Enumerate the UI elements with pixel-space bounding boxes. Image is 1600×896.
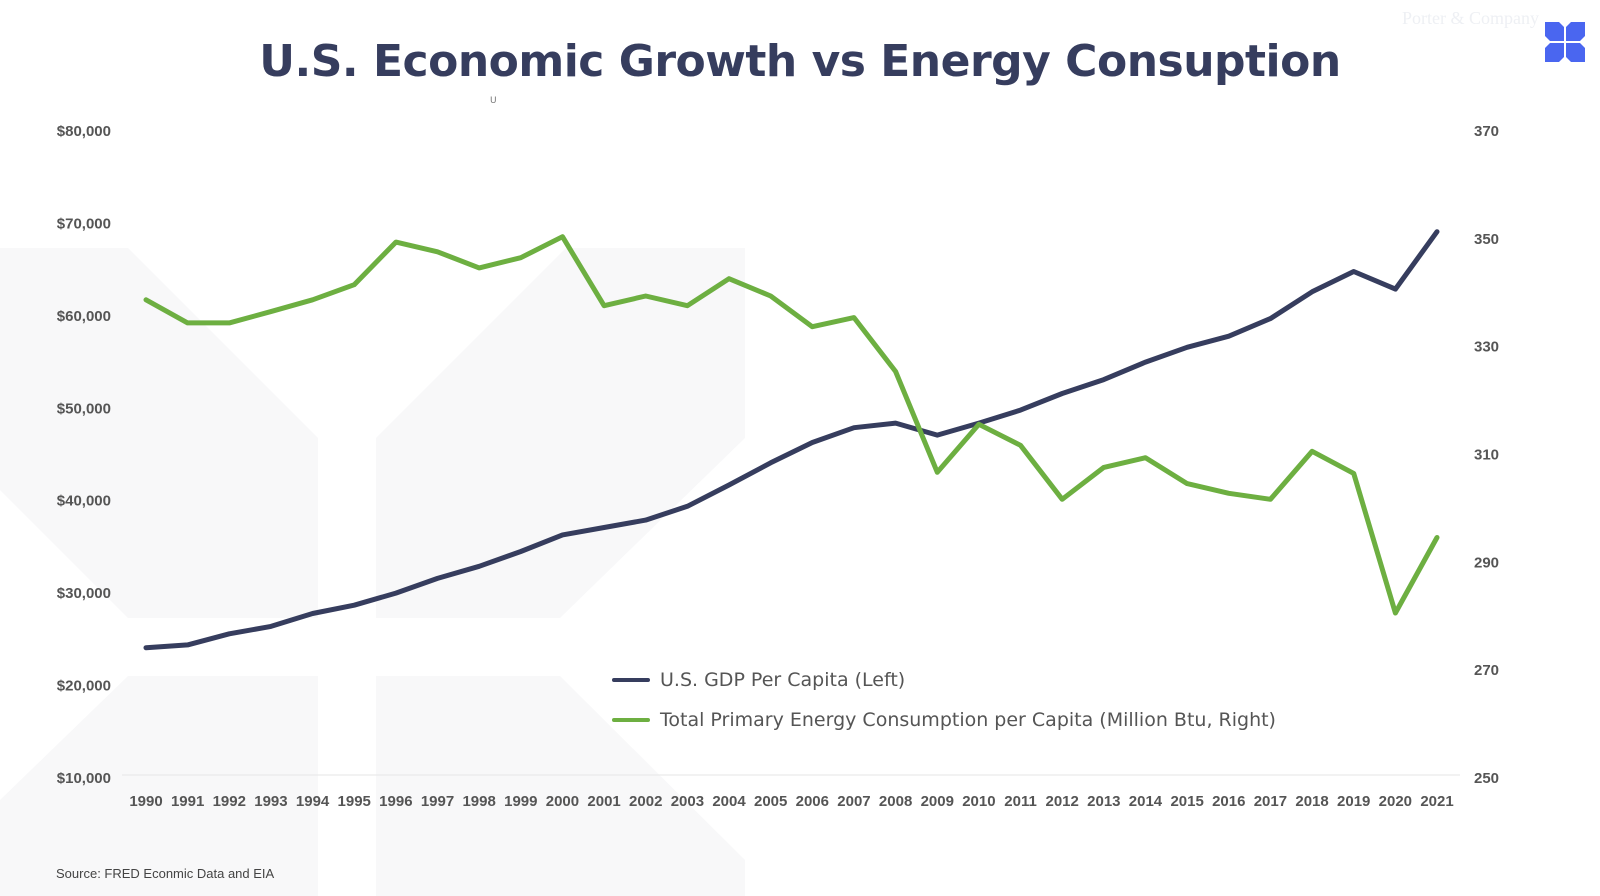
legend: U.S. GDP Per Capita (Left) Total Primary… [612,660,1276,740]
left-tick-label: $40,000 [57,493,111,510]
watermark-shape-bottom-right [376,676,745,896]
series-lines [143,229,1440,651]
x-tick-label: 2009 [921,793,954,810]
x-cross-logo-icon[interactable] [1545,22,1585,62]
stray-mark: U [490,96,497,106]
right-tick-label: 290 [1474,554,1499,571]
right-tick-label: 310 [1474,447,1499,464]
x-tick-label: 1997 [421,793,454,810]
x-tick-label: 2007 [837,793,870,810]
x-tick-label: 2011 [1004,793,1037,810]
legend-item-energy[interactable]: Total Primary Energy Consumption per Cap… [612,700,1276,740]
x-tick-label: 2004 [712,793,746,810]
x-tick-label: 1993 [254,793,287,810]
right-axis-ticks: 370 350 330 310 290 270 250 [1474,123,1499,787]
x-tick-label: 2013 [1087,793,1120,810]
brand-watermark-text: Porter & Company [1402,8,1539,28]
x-tick-label: 2019 [1337,793,1370,810]
x-tick-label: 1991 [171,793,204,810]
x-tick-label: 2015 [1170,793,1203,810]
chart-title: U.S. Economic Growth vs Energy Consuptio… [259,36,1341,87]
x-tick-label: 1999 [504,793,537,810]
x-tick-label: 2006 [796,793,829,810]
x-tick-label: 2018 [1295,793,1328,810]
energy-series-line [143,234,1440,616]
x-tick-label: 1998 [462,793,495,810]
logo-petal [1545,43,1564,62]
x-tick-label: 1996 [379,793,412,810]
x-tick-label: 2021 [1420,793,1453,810]
left-tick-label: $10,000 [57,770,111,787]
legend-label-energy: Total Primary Energy Consumption per Cap… [660,709,1276,731]
x-tick-label: 2005 [754,793,787,810]
x-tick-label: 2003 [671,793,704,810]
left-tick-label: $80,000 [57,123,111,140]
x-tick-label: 2001 [587,793,620,810]
x-tick-label: 2020 [1379,793,1412,810]
legend-swatch-energy [612,718,650,722]
left-tick-label: $30,000 [57,585,111,602]
legend-item-gdp[interactable]: U.S. GDP Per Capita (Left) [612,660,1276,700]
x-tick-label: 2000 [546,793,579,810]
left-tick-label: $70,000 [57,215,111,232]
left-tick-label: $50,000 [57,400,111,417]
x-tick-label: 2016 [1212,793,1245,810]
left-axis-ticks: $80,000 $70,000 $60,000 $50,000 $40,000 $30,0… [57,123,111,787]
x-tick-label: 2014 [1129,793,1163,810]
source-note: Source: FRED Econmic Data and EIA [56,866,275,881]
gdp-series-line [143,229,1440,651]
watermark-shape-top-right [376,248,745,618]
watermark-shape-bottom-left [0,676,318,896]
left-tick-label: $20,000 [57,678,111,695]
x-tick-label: 2017 [1254,793,1287,810]
logo-petal [1545,22,1564,41]
x-tick-label: 1995 [338,793,371,810]
x-tick-label: 2010 [962,793,995,810]
x-axis-ticks: 1990 1991 1992 1993 1994 1995 1996 1997 1998 1999… [129,793,1453,810]
x-tick-label: 2002 [629,793,662,810]
x-tick-label: 1992 [213,793,246,810]
x-tick-label: 2012 [1046,793,1079,810]
x-tick-label: 1990 [129,793,162,810]
left-tick-label: $60,000 [57,308,111,325]
legend-swatch-gdp [612,678,650,682]
right-tick-label: 250 [1474,770,1499,787]
watermark-shape-top-left [0,248,318,618]
right-tick-label: 270 [1474,662,1499,679]
x-tick-label: 1994 [296,793,330,810]
right-tick-label: 350 [1474,231,1499,248]
right-tick-label: 330 [1474,339,1499,356]
x-tick-label: 2008 [879,793,912,810]
legend-label-gdp: U.S. GDP Per Capita (Left) [660,669,906,691]
right-tick-label: 370 [1474,123,1499,140]
logo-petal [1566,43,1585,62]
logo-petal [1566,22,1585,41]
